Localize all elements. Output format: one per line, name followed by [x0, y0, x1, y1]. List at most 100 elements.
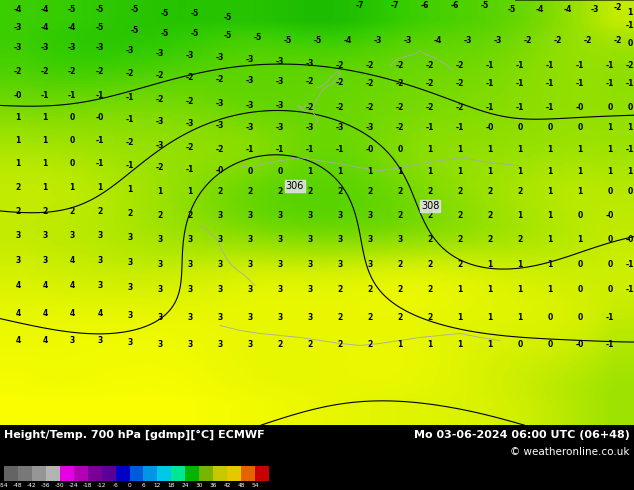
- Text: 2: 2: [427, 285, 432, 294]
- Text: -2: -2: [614, 3, 622, 12]
- Text: -3: -3: [276, 101, 284, 110]
- Text: 1: 1: [488, 340, 493, 349]
- Text: 0: 0: [517, 340, 522, 349]
- Text: 0: 0: [547, 123, 553, 132]
- Text: 3: 3: [367, 260, 373, 269]
- Text: 2: 2: [367, 187, 373, 196]
- Text: 4: 4: [42, 309, 48, 318]
- Text: -3: -3: [246, 55, 254, 64]
- Text: -2: -2: [126, 138, 134, 147]
- Text: 1: 1: [427, 145, 432, 154]
- Text: -1: -1: [276, 145, 284, 154]
- Text: 3: 3: [98, 281, 103, 290]
- Text: 3: 3: [69, 231, 75, 240]
- Text: 2: 2: [307, 340, 313, 349]
- Text: 2: 2: [337, 285, 342, 294]
- Text: 2: 2: [217, 187, 223, 196]
- Text: 0: 0: [607, 235, 612, 244]
- Text: -3: -3: [464, 36, 472, 46]
- Text: -3: -3: [68, 44, 76, 52]
- Text: 1: 1: [337, 167, 342, 176]
- Text: 3: 3: [127, 311, 133, 320]
- Text: -2: -2: [336, 61, 344, 71]
- Text: 1: 1: [457, 340, 463, 349]
- Text: -0: -0: [626, 235, 634, 244]
- Text: 1: 1: [15, 159, 21, 168]
- Text: 0: 0: [578, 260, 583, 269]
- Text: 1: 1: [457, 313, 463, 322]
- Text: -5: -5: [481, 1, 489, 10]
- Text: 3: 3: [217, 260, 223, 269]
- Text: 3: 3: [278, 235, 283, 244]
- Text: -2: -2: [396, 123, 404, 132]
- Text: -1: -1: [626, 145, 634, 154]
- Text: -2: -2: [426, 79, 434, 88]
- Text: 0: 0: [628, 187, 633, 196]
- Text: -1: -1: [606, 79, 614, 88]
- Text: -2: -2: [156, 72, 164, 80]
- Text: -4: -4: [536, 5, 544, 15]
- Text: -3: -3: [14, 24, 22, 32]
- Text: -2: -2: [366, 61, 374, 71]
- Text: 24: 24: [181, 483, 189, 488]
- Text: 3: 3: [337, 260, 342, 269]
- Bar: [129, 466, 143, 481]
- Text: 1: 1: [457, 285, 463, 294]
- Text: 1: 1: [547, 260, 553, 269]
- Text: 3: 3: [307, 313, 313, 322]
- Bar: [101, 466, 115, 481]
- Text: 1: 1: [488, 167, 493, 176]
- Text: 0: 0: [607, 103, 612, 112]
- Text: -3: -3: [276, 123, 284, 132]
- Text: 1: 1: [517, 313, 522, 322]
- Text: 2: 2: [457, 235, 463, 244]
- Text: 2: 2: [398, 211, 403, 220]
- Text: 0: 0: [517, 123, 522, 132]
- Text: -6: -6: [113, 483, 119, 488]
- Text: -4: -4: [344, 36, 353, 46]
- Text: -2: -2: [456, 103, 464, 112]
- Text: -3: -3: [216, 122, 224, 130]
- Text: 1: 1: [488, 313, 493, 322]
- Bar: [255, 466, 269, 481]
- Text: 1: 1: [547, 211, 553, 220]
- Text: -3: -3: [591, 5, 599, 15]
- Text: 2: 2: [488, 235, 493, 244]
- Text: -2: -2: [396, 61, 404, 71]
- Text: 3: 3: [337, 211, 342, 220]
- Bar: [171, 466, 185, 481]
- Text: -3: -3: [96, 44, 104, 52]
- Text: -7: -7: [391, 1, 399, 10]
- Text: 0: 0: [69, 113, 75, 122]
- Text: -24: -24: [69, 483, 79, 488]
- Text: 3: 3: [188, 313, 193, 322]
- Text: -2: -2: [216, 145, 224, 154]
- Text: -1: -1: [486, 79, 494, 88]
- Text: -2: -2: [306, 103, 314, 112]
- Text: 3: 3: [98, 256, 103, 265]
- Text: 2: 2: [307, 187, 313, 196]
- Text: 1: 1: [517, 211, 522, 220]
- Text: -4: -4: [68, 24, 76, 32]
- Text: -2: -2: [614, 36, 622, 46]
- Text: 3: 3: [278, 260, 283, 269]
- Text: -3: -3: [246, 76, 254, 85]
- Text: 1: 1: [488, 260, 493, 269]
- Text: 2: 2: [457, 260, 463, 269]
- Text: 1: 1: [547, 235, 553, 244]
- Text: -2: -2: [186, 74, 194, 82]
- Text: -5: -5: [284, 36, 292, 46]
- Text: -1: -1: [426, 123, 434, 132]
- Text: 1: 1: [547, 167, 553, 176]
- Text: 2: 2: [488, 211, 493, 220]
- Bar: [157, 466, 171, 481]
- Text: -1: -1: [606, 340, 614, 349]
- Text: 3: 3: [247, 211, 252, 220]
- Text: -7: -7: [356, 1, 365, 10]
- Text: 3: 3: [157, 285, 163, 294]
- Text: 1: 1: [427, 340, 432, 349]
- Text: Mo 03-06-2024 06:00 UTC (06+48): Mo 03-06-2024 06:00 UTC (06+48): [414, 430, 630, 440]
- Text: -6: -6: [451, 1, 459, 10]
- Text: 3: 3: [247, 313, 252, 322]
- Text: 2: 2: [15, 183, 21, 192]
